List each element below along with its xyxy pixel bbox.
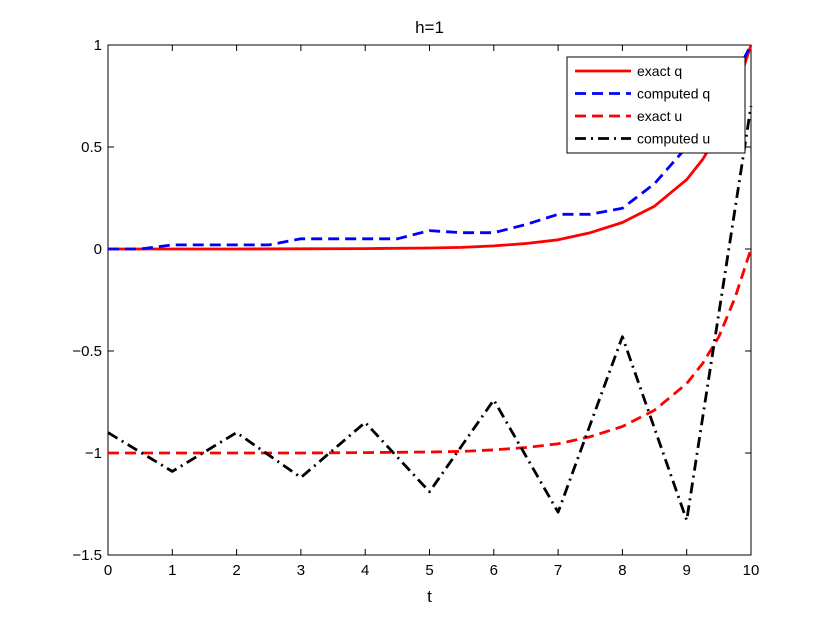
legend-box — [566, 56, 746, 154]
x-tick-label: 2 — [232, 562, 240, 579]
y-tick-label: −1.5 — [72, 547, 102, 564]
series-layer — [107, 44, 753, 522]
x-tick-label: 0 — [104, 562, 112, 579]
y-tick-label: −0.5 — [72, 343, 102, 360]
x-tick-label: 10 — [743, 562, 760, 579]
x-tick-label: 6 — [490, 562, 498, 579]
chart-title: h=1 — [415, 18, 444, 37]
y-tick-label: 1 — [94, 37, 102, 54]
series-line-2 — [108, 44, 753, 251]
legend-label: computed u — [637, 131, 710, 147]
x-tick-label: 8 — [618, 562, 626, 579]
legend-label: computed q — [637, 86, 710, 102]
x-tick-label: 4 — [361, 562, 369, 579]
x-tick-label: 1 — [168, 562, 176, 579]
y-tick-label: 0 — [94, 241, 102, 258]
y-tick-label: 0.5 — [81, 139, 102, 156]
x-tick-label: 7 — [554, 562, 562, 579]
x-tick-label: 5 — [425, 562, 433, 579]
x-axis-title: t — [427, 587, 432, 606]
series-line-1 — [108, 44, 753, 251]
legend-label: exact q — [637, 63, 682, 79]
y-tick-label: −1 — [85, 445, 102, 462]
x-tick-label: 9 — [683, 562, 691, 579]
x-axis: 0 1 2 3 4 5 6 7 8 9 10 — [104, 45, 760, 579]
series-line-4 — [107, 105, 753, 522]
series-line-3 — [108, 248, 753, 455]
legend-label: exact u — [637, 108, 682, 124]
x-tick-label: 3 — [297, 562, 305, 579]
y-axis: −1.5 −1 −0.5 0 0.5 1 — [72, 37, 751, 564]
legend: exact q computed q exact u computed u — [566, 56, 746, 154]
